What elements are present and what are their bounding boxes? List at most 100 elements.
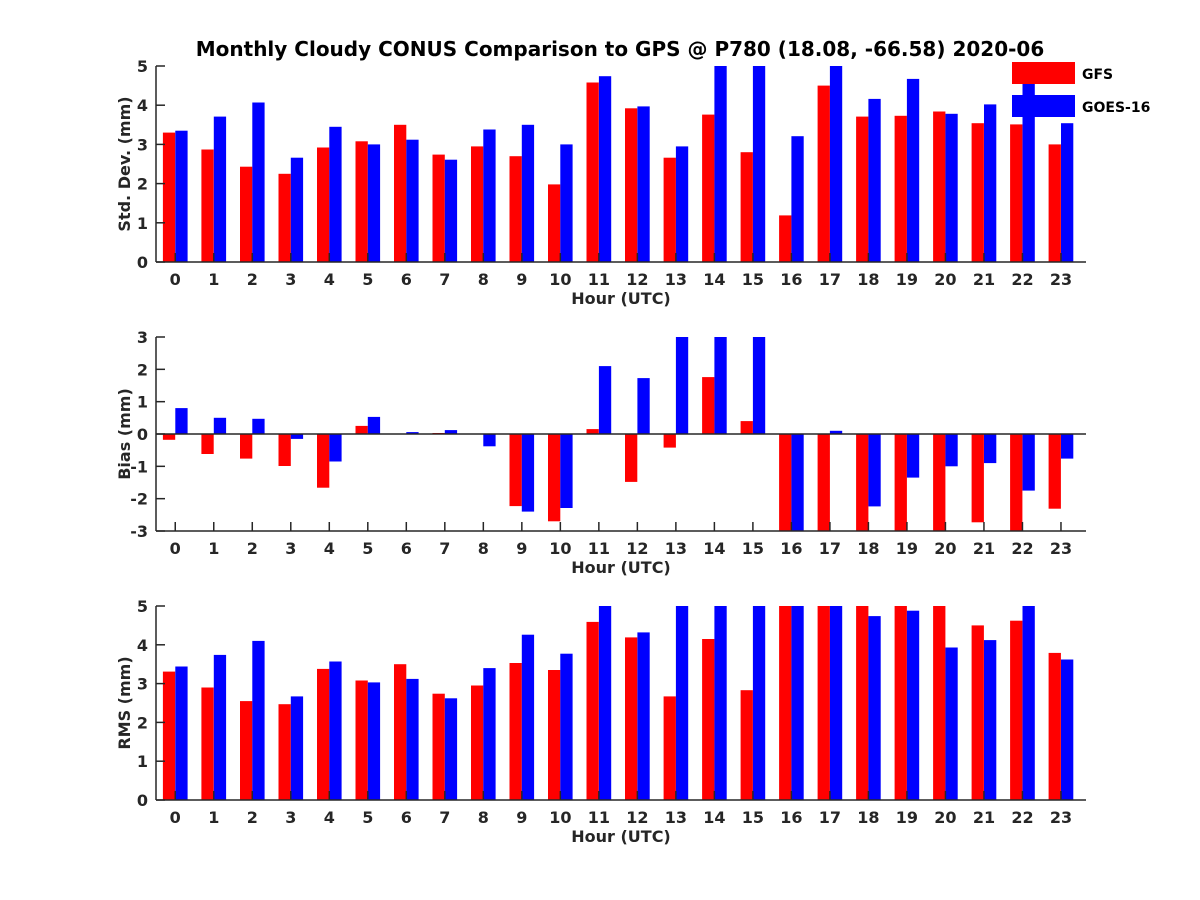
legend-label-gfs: GFS <box>1082 67 1113 83</box>
x-tick-label: 23 <box>1050 270 1072 289</box>
bar-goes16-hour-2 <box>252 640 265 800</box>
x-tick-label: 20 <box>934 270 956 289</box>
x-tick-label: 13 <box>665 270 687 289</box>
x-tick-label: 6 <box>401 539 412 558</box>
bar-gfs-hour-10 <box>548 434 561 522</box>
bar-goes16-hour-18 <box>868 98 881 263</box>
legend-swatch-goes16 <box>1012 95 1075 117</box>
y-tick-label: 1 <box>137 393 148 412</box>
bar-goes16-hour-22 <box>1022 434 1035 491</box>
bar-gfs-hour-23 <box>1048 434 1061 509</box>
y-tick-label: 0 <box>137 791 148 810</box>
bar-gfs-hour-7 <box>432 154 445 262</box>
bar-goes16-hour-17 <box>829 66 843 262</box>
x-tick-label: 10 <box>549 808 571 827</box>
x-tick-label: 23 <box>1050 539 1072 558</box>
bar-gfs-hour-6 <box>394 124 407 262</box>
bar-goes16-hour-0 <box>175 130 188 262</box>
bar-gfs-hour-4 <box>317 668 330 800</box>
bar-gfs-hour-18 <box>856 606 869 800</box>
bar-goes16-hour-16 <box>791 136 804 262</box>
bar-goes16-hour-10 <box>560 434 573 508</box>
bar-goes16-hour-12 <box>637 106 650 263</box>
bar-gfs-hour-22 <box>1010 124 1023 263</box>
x-tick-label: 3 <box>285 270 296 289</box>
bar-gfs-hour-1 <box>201 149 214 262</box>
bar-gfs-hour-13 <box>663 157 676 262</box>
y-tick-label: -2 <box>130 490 148 509</box>
bar-goes16-hour-15 <box>752 66 766 262</box>
y-axis-label: Bias (mm) <box>115 388 134 480</box>
bar-gfs-hour-8 <box>471 146 484 262</box>
y-tick-label: 5 <box>137 597 148 616</box>
bar-goes16-hour-23 <box>1061 434 1074 459</box>
bar-gfs-hour-15 <box>740 421 753 434</box>
x-tick-label: 12 <box>626 808 648 827</box>
bar-goes16-hour-20 <box>945 113 958 262</box>
bar-gfs-hour-13 <box>663 434 676 448</box>
bar-gfs-hour-20 <box>933 111 946 262</box>
bar-goes16-hour-11 <box>598 606 612 800</box>
x-tick-label: 22 <box>1011 539 1033 558</box>
bar-gfs-hour-12 <box>625 108 638 262</box>
x-tick-label: 14 <box>703 539 725 558</box>
bar-goes16-hour-13 <box>675 606 689 800</box>
x-tick-label: 22 <box>1011 808 1033 827</box>
y-tick-label: 1 <box>137 214 148 233</box>
bar-gfs-hour-10 <box>548 670 561 800</box>
x-tick-label: 5 <box>362 270 373 289</box>
x-tick-label: 17 <box>819 808 841 827</box>
x-tick-label: 15 <box>742 539 764 558</box>
y-tick-label: 4 <box>137 636 148 655</box>
bar-gfs-hour-4 <box>317 147 330 262</box>
x-tick-label: 15 <box>742 270 764 289</box>
x-tick-label: 17 <box>819 539 841 558</box>
bar-goes16-hour-14 <box>714 66 727 262</box>
bar-goes16-hour-17 <box>829 430 843 434</box>
bar-goes16-hour-12 <box>637 378 650 434</box>
bar-goes16-hour-14 <box>714 337 727 434</box>
x-tick-label: 18 <box>857 270 879 289</box>
bar-goes16-hour-21 <box>984 640 997 800</box>
bar-goes16-hour-8 <box>483 668 496 800</box>
x-tick-label: 19 <box>896 539 918 558</box>
x-tick-label: 7 <box>439 270 450 289</box>
bar-gfs-hour-20 <box>933 434 946 531</box>
bar-gfs-hour-22 <box>1010 434 1023 531</box>
x-tick-label: 5 <box>362 539 373 558</box>
bar-gfs-hour-11 <box>586 621 599 800</box>
bar-gfs-hour-6 <box>394 664 407 800</box>
bar-gfs-hour-0 <box>162 132 176 262</box>
bar-goes16-hour-19 <box>906 78 920 263</box>
y-tick-label: 0 <box>137 425 148 444</box>
bar-goes16-hour-15 <box>752 606 766 800</box>
x-tick-label: 19 <box>896 270 918 289</box>
bar-gfs-hour-2 <box>240 701 253 800</box>
bar-gfs-hour-5 <box>355 425 368 434</box>
x-tick-label: 18 <box>857 539 879 558</box>
bar-gfs-hour-1 <box>201 434 214 454</box>
bar-gfs-hour-0 <box>162 434 176 440</box>
bar-gfs-hour-17 <box>817 434 830 531</box>
x-tick-label: 0 <box>170 539 181 558</box>
bar-goes16-hour-3 <box>290 434 304 439</box>
bar-gfs-hour-19 <box>894 606 907 800</box>
x-tick-label: 12 <box>626 539 648 558</box>
x-tick-label: 18 <box>857 808 879 827</box>
y-tick-label: 1 <box>137 752 148 771</box>
x-tick-label: 20 <box>934 808 956 827</box>
legend: GFS GOES-16 <box>1012 62 1150 117</box>
x-tick-label: 15 <box>742 808 764 827</box>
bar-goes16-hour-21 <box>984 104 997 263</box>
x-tick-label: 10 <box>549 539 571 558</box>
bar-goes16-hour-22 <box>1022 77 1035 262</box>
x-tick-label: 21 <box>973 270 995 289</box>
bar-goes16-hour-7 <box>444 698 458 800</box>
bar-gfs-hour-12 <box>625 637 638 800</box>
bar-goes16-hour-0 <box>175 666 188 800</box>
bar-goes16-hour-16 <box>791 606 804 800</box>
bar-goes16-hour-22 <box>1022 606 1035 800</box>
bar-gfs-hour-4 <box>317 434 330 488</box>
